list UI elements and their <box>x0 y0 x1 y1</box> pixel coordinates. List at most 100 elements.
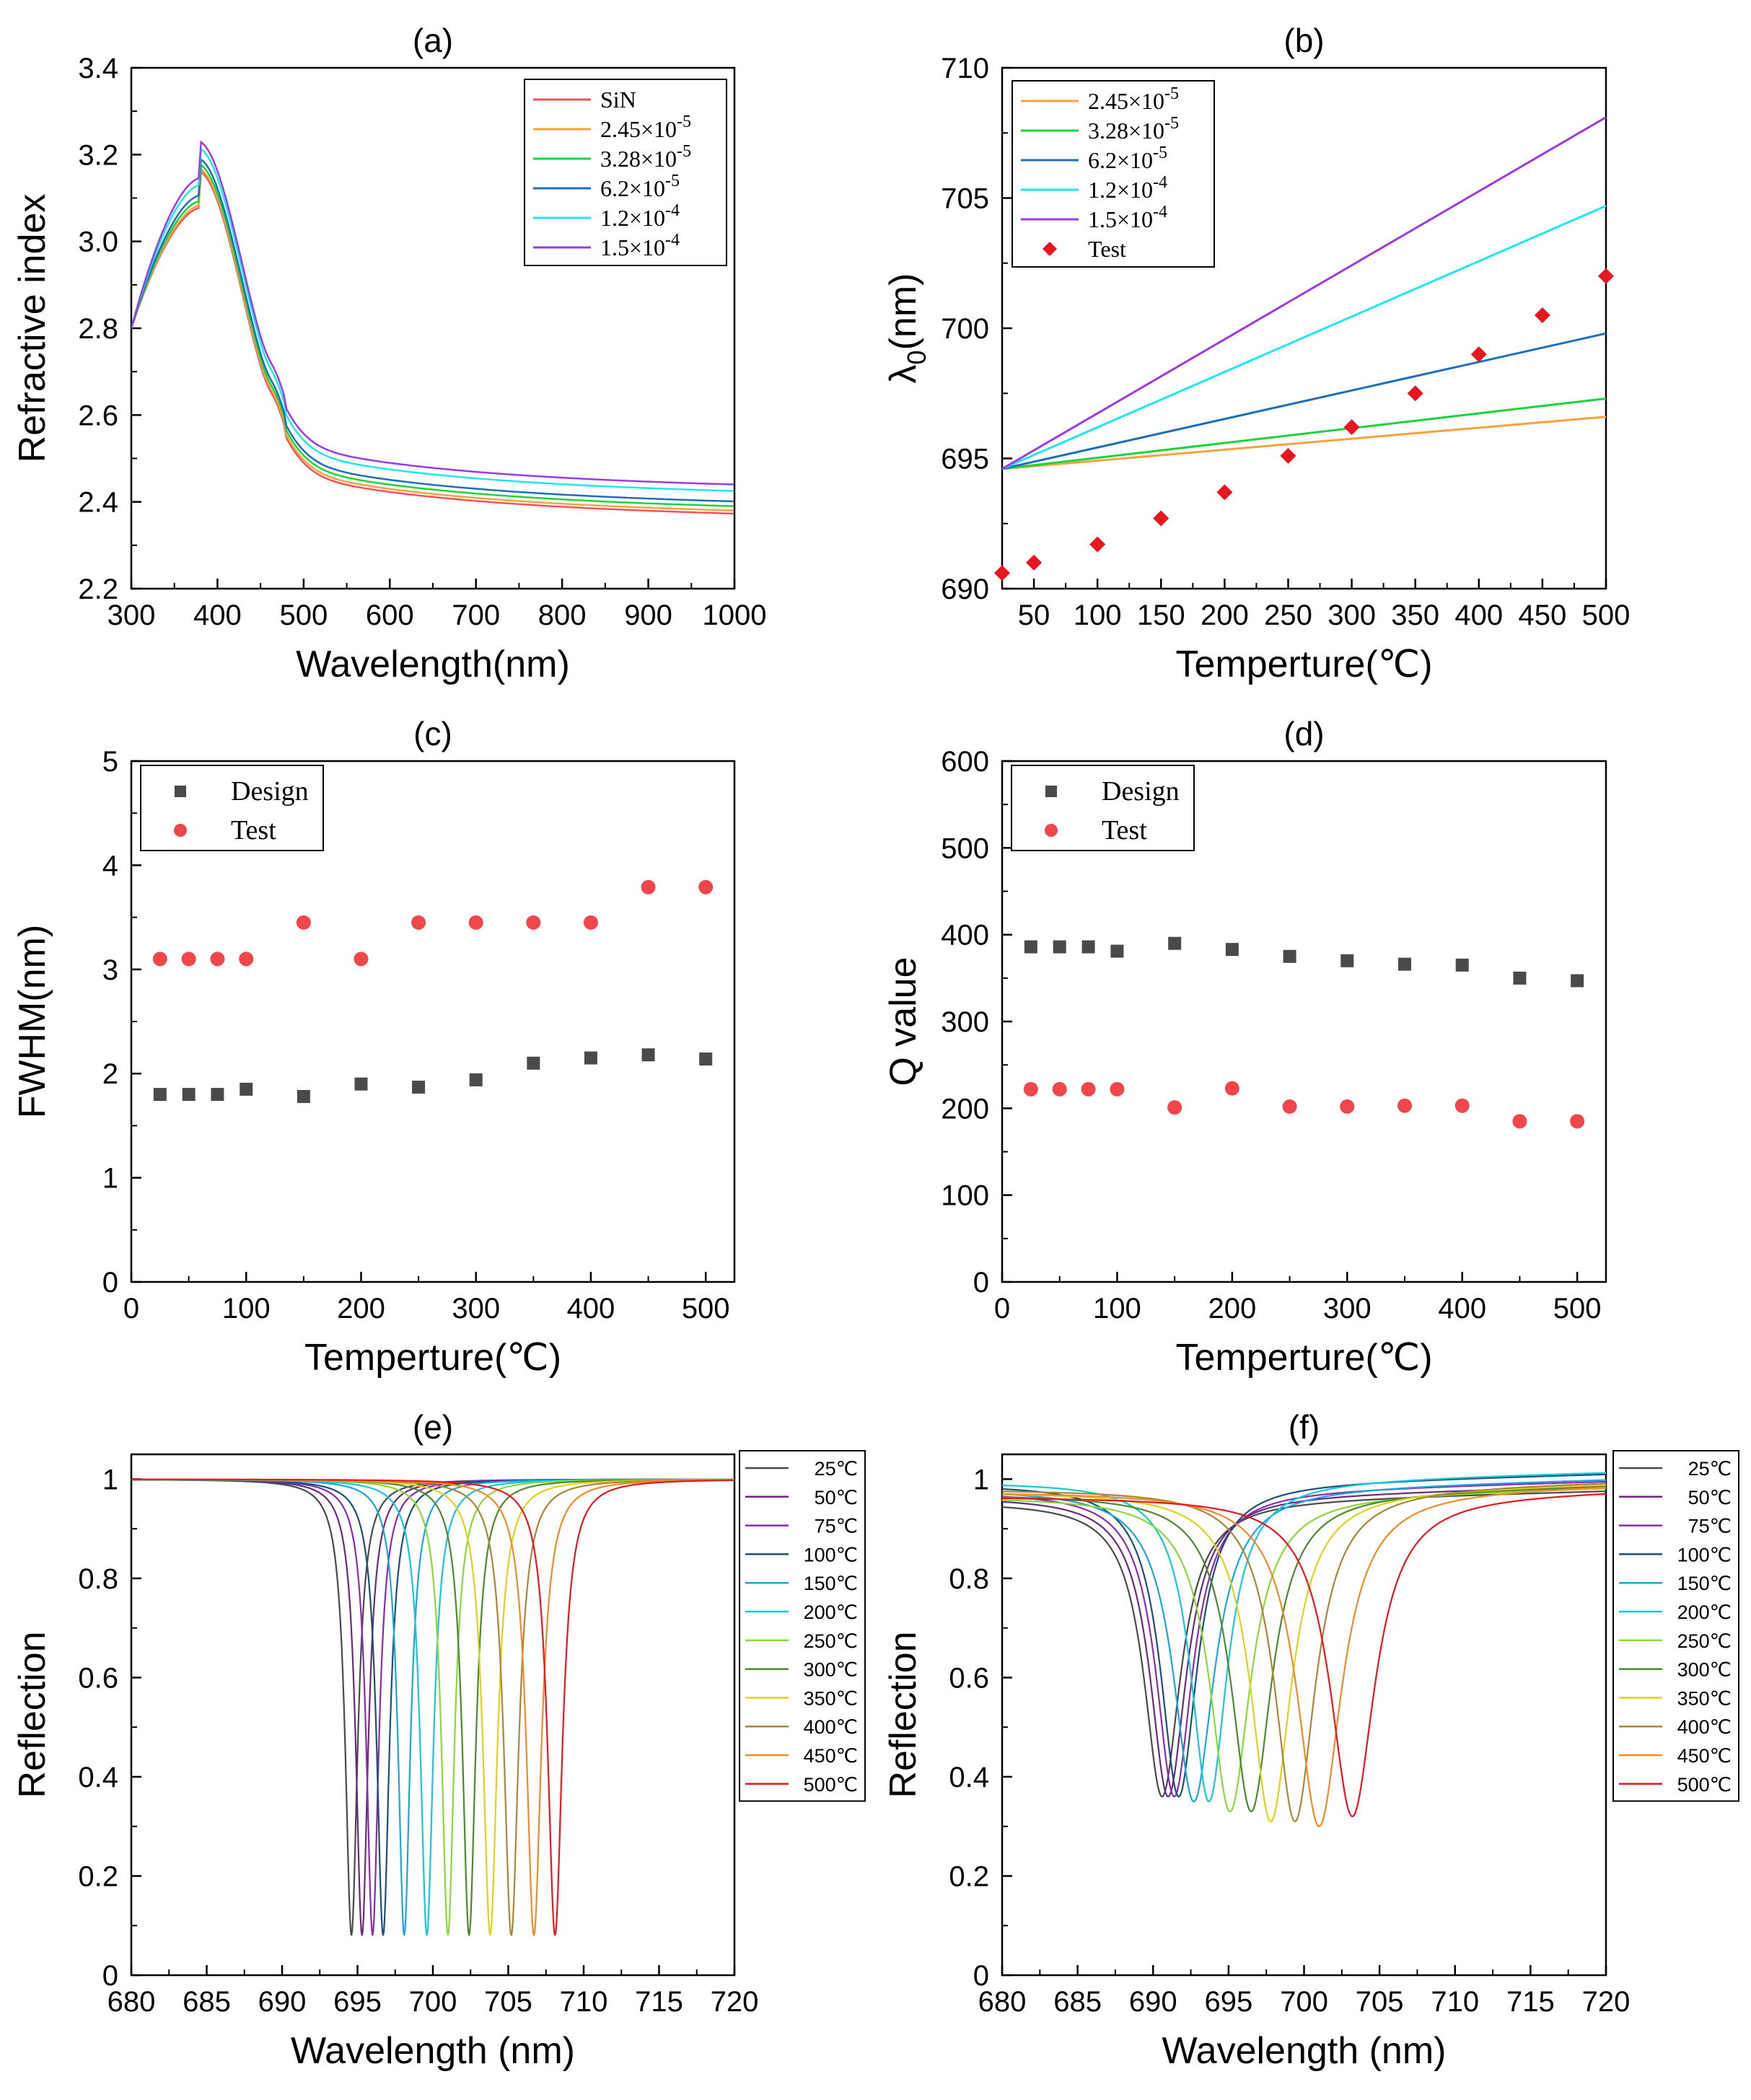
design-point <box>1455 958 1469 972</box>
series-line-3 <box>131 1478 734 1936</box>
design-point <box>1081 940 1095 954</box>
x-axis-label: Temperture(℃) <box>1175 1337 1432 1379</box>
legend-item: Test <box>1102 815 1147 845</box>
y-tick-label: 700 <box>941 313 989 345</box>
test-point <box>152 952 167 967</box>
design-point <box>412 1080 426 1094</box>
series-line-3 <box>1001 204 1607 470</box>
legend-exponent: -5 <box>1164 114 1179 133</box>
panel-a: (a) 300 400 500 600 700 800 900 1000 2.2 2.4 2.6 2.8… <box>12 22 766 685</box>
x-tick-label: 150 <box>1137 599 1185 631</box>
test-point <box>1282 1099 1297 1114</box>
series-line-11 <box>1002 1493 1606 1818</box>
series-line-8 <box>1002 1484 1606 1822</box>
design-point <box>182 1088 196 1102</box>
panel-c: (c) 0 100 200 300 400 500 0 1 2 3 4 5 Temperture(℃) FW… <box>12 715 736 1379</box>
legend-exponent: -5 <box>1153 144 1167 162</box>
test-point <box>1153 510 1169 527</box>
x-tick-label: 500 <box>1582 599 1631 631</box>
design-point <box>240 1082 253 1096</box>
y-tick-label: 0.4 <box>949 1762 989 1793</box>
legend-swatch <box>1045 824 1058 837</box>
design-point <box>1168 936 1182 950</box>
y-tick-label: 400 <box>941 920 989 952</box>
panel-f: (f) 680 685 690 695 700 705 710 715 720 0 0.2 0.4 0.6… <box>882 1408 1739 2072</box>
x-tick-label: 695 <box>333 1986 382 2018</box>
x-tick-label: 700 <box>1280 1986 1328 2018</box>
test-point <box>354 952 369 967</box>
legend-item: 400℃ <box>804 1716 858 1738</box>
legend-swatch <box>1043 242 1057 256</box>
design-point <box>211 1088 224 1102</box>
design-point <box>354 1077 368 1091</box>
design-point <box>1571 974 1584 988</box>
series-line-7 <box>131 1478 734 1936</box>
x-axis-label: Wavelength (nm) <box>291 2030 575 2072</box>
y-tick-label: 100 <box>941 1180 989 1212</box>
legend-label: 1.5×10 <box>1088 206 1153 232</box>
x-tick-label: 720 <box>711 1986 759 2018</box>
y-axis-label: Reflection <box>12 1631 53 1798</box>
y-axis-label: Reflection <box>882 1631 924 1798</box>
series-line-0 <box>1001 416 1607 470</box>
y-tick-label: 0.8 <box>949 1563 989 1595</box>
legend-item: 400℃ <box>1677 1716 1732 1738</box>
plot-frame <box>1001 1453 1607 1977</box>
y-label-unit: (nm) <box>882 273 924 351</box>
x-tick-label: 600 <box>366 599 414 631</box>
y-tick-label: 0.8 <box>78 1563 118 1595</box>
design-point <box>1110 944 1124 958</box>
x-tick-label: 710 <box>560 1986 608 2018</box>
legend-item: 2.45×10-5 <box>600 113 691 142</box>
legend-item: 200℃ <box>804 1602 858 1623</box>
y-tick-label: 2 <box>102 1058 118 1090</box>
test-point <box>1052 1081 1067 1097</box>
legend-exponent: -5 <box>665 172 680 190</box>
test-point <box>210 952 225 967</box>
test-point <box>526 915 541 930</box>
y-label-lambda: λ <box>882 364 924 383</box>
x-tick-label: 720 <box>1582 1986 1631 2018</box>
legend-item: 75℃ <box>815 1516 858 1537</box>
series-line-2 <box>1001 332 1607 470</box>
y-tick-label: 5 <box>102 746 118 778</box>
plot-frame <box>130 1453 736 1977</box>
panel-title: (a) <box>413 22 453 59</box>
legend: Design Test <box>1011 765 1195 851</box>
legend-item: 350℃ <box>804 1687 858 1709</box>
test-point <box>1081 1081 1096 1097</box>
plot-area <box>152 879 714 1103</box>
y-tick-label: 1 <box>973 1464 989 1495</box>
plot-area <box>1023 936 1585 1129</box>
test-point <box>1407 385 1423 402</box>
test-point <box>1343 419 1360 436</box>
legend-exponent: -5 <box>1164 84 1179 103</box>
legend-item: 1.2×10-4 <box>600 201 680 231</box>
design-point <box>699 1052 713 1066</box>
x-tick-label: 300 <box>107 599 156 631</box>
x-tick-label: 705 <box>484 1986 532 2018</box>
panel-title: (b) <box>1283 22 1324 59</box>
x-tick-label: 50 <box>1018 599 1050 631</box>
x-tick-label: 715 <box>1506 1986 1555 2018</box>
test-point <box>296 915 311 930</box>
legend-item: 100℃ <box>1677 1544 1732 1565</box>
y-tick-label: 1 <box>102 1464 118 1495</box>
x-tick-label: 200 <box>337 1293 385 1324</box>
design-point <box>1225 943 1239 957</box>
y-tick-label: 2.4 <box>78 487 118 519</box>
test-point <box>1110 1081 1125 1097</box>
y-tick-label: 690 <box>941 574 989 605</box>
design-point <box>469 1073 483 1086</box>
series-line-2 <box>131 1478 734 1936</box>
y-tick-label: 695 <box>941 444 989 475</box>
y-tick-label: 1 <box>102 1163 118 1195</box>
legend-box <box>524 79 727 266</box>
legend-label: 2.45×10 <box>1088 88 1164 114</box>
y-tick-label: 2.8 <box>78 313 118 345</box>
legend-item: Design <box>1102 776 1180 807</box>
test-point <box>1023 1081 1038 1097</box>
legend-exponent: -4 <box>1153 203 1167 221</box>
test-point <box>1512 1114 1527 1129</box>
